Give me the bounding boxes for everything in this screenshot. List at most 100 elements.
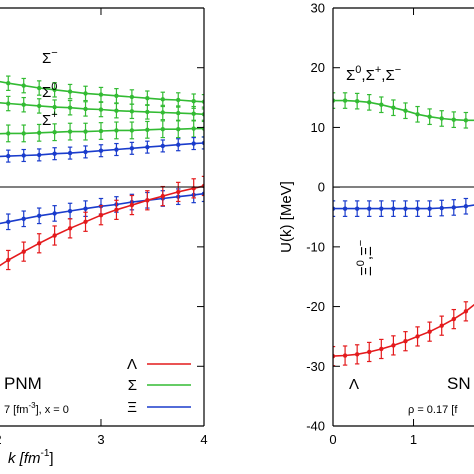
right-series-2-point bbox=[451, 316, 456, 322]
label-lambda: Λ bbox=[349, 376, 359, 393]
right-matter-label: SN bbox=[447, 374, 471, 393]
right-y-ticks: 30 20 10 0 -10 -20 -30 -40 bbox=[306, 1, 340, 434]
right-series-2-point bbox=[427, 329, 432, 334]
right-series-0-point bbox=[427, 114, 432, 119]
right-x-tick-label: 1 bbox=[410, 432, 417, 447]
left-series-2-point bbox=[67, 129, 73, 134]
left-series-5-point bbox=[129, 202, 135, 208]
right-y-axis-label: U(k) [MeV] bbox=[278, 181, 295, 253]
label-sigma-zero: Σ0 bbox=[42, 81, 57, 101]
left-series-4-point bbox=[6, 219, 11, 224]
left-x-tick-label: 4 bbox=[200, 432, 207, 447]
left-series-2-point bbox=[36, 130, 42, 136]
left-x-axis-label: k [fm-1] bbox=[8, 448, 54, 467]
left-series-5-point bbox=[36, 241, 42, 246]
left-series-2-point bbox=[98, 128, 104, 134]
right-series-1-point bbox=[403, 206, 408, 211]
legend: Λ Σ Ξ bbox=[127, 356, 191, 416]
left-x-tick-label: 2 bbox=[0, 432, 2, 447]
left-series-3-point bbox=[6, 153, 11, 159]
left-series-1-point bbox=[98, 107, 104, 112]
left-series-1-point bbox=[21, 102, 26, 107]
left-series-3-point bbox=[114, 147, 119, 152]
left-series-5-point bbox=[6, 257, 11, 263]
left-series-0-point bbox=[67, 89, 73, 94]
right-series-1-point bbox=[463, 204, 469, 209]
left-series-3-point bbox=[176, 142, 181, 147]
left-series-4-point bbox=[52, 211, 57, 216]
left-series-1-point bbox=[160, 110, 165, 115]
left-series-2-point bbox=[191, 126, 196, 131]
left-axes-frame bbox=[0, 7, 205, 427]
left-series-5-point bbox=[145, 198, 150, 203]
left-series-5-point bbox=[176, 189, 181, 195]
right-y-tick-label: 10 bbox=[311, 120, 325, 135]
left-series-0-point bbox=[176, 97, 181, 103]
right-series-0-point bbox=[367, 100, 372, 105]
right-series-0-point bbox=[342, 98, 348, 103]
left-series-4-point bbox=[21, 216, 26, 221]
left-density-label: 7 [fm-3], x = 0 bbox=[4, 401, 69, 416]
left-series-2-point bbox=[83, 129, 88, 134]
left-series-2-point bbox=[114, 128, 119, 133]
left-series-3-point bbox=[129, 146, 135, 151]
right-y-tick-label: 30 bbox=[311, 1, 325, 16]
left-series-0-point bbox=[114, 93, 119, 98]
left-series-3-point bbox=[145, 144, 150, 150]
left-series-3-point bbox=[52, 151, 57, 156]
left-series-1-point bbox=[83, 106, 88, 112]
left-series-1-point bbox=[36, 103, 42, 109]
legend-entry-sigma: Σ bbox=[128, 377, 191, 394]
legend-label-lambda: Λ bbox=[127, 356, 137, 373]
left-series-1-point bbox=[129, 109, 135, 114]
left-series-1-point bbox=[191, 111, 196, 116]
left-series-2-point bbox=[129, 128, 135, 133]
left-series-4-point bbox=[67, 208, 73, 214]
right-series-2-point bbox=[403, 339, 408, 344]
left-series-1-point bbox=[67, 105, 73, 110]
right-series-1-point bbox=[451, 205, 456, 210]
left-series-5-line bbox=[0, 185, 204, 267]
left-series-4-point bbox=[36, 213, 42, 219]
right-series-0-point bbox=[463, 118, 469, 123]
left-x-ticks: 2 3 4 bbox=[0, 7, 208, 447]
left-series-1-point bbox=[114, 108, 119, 113]
left-series-2-point bbox=[6, 131, 11, 136]
right-series-0-point bbox=[403, 108, 408, 113]
right-y-tick-label: 0 bbox=[318, 180, 325, 195]
right-series-1-point bbox=[379, 206, 384, 211]
left-panel: 2 3 4 k [fm-1] Σ− Σ0 Σ+ PNM 7 [fm-3], x = … bbox=[0, 7, 208, 467]
right-series-1-point bbox=[354, 206, 360, 211]
left-series-1-point bbox=[145, 109, 150, 115]
legend-label-xi: Ξ bbox=[127, 399, 137, 416]
right-series-1-point bbox=[439, 205, 444, 211]
right-series-group bbox=[333, 92, 474, 367]
right-y-tick-label: -30 bbox=[306, 359, 325, 374]
left-series-5-point bbox=[21, 249, 26, 254]
label-sigma-minus: Σ− bbox=[42, 47, 58, 67]
right-series-0-point bbox=[439, 116, 444, 121]
label-sigma-triplet: Σ0,Σ+,Σ− bbox=[346, 64, 401, 84]
right-series-1-point bbox=[367, 206, 372, 211]
left-series-5-point bbox=[160, 193, 165, 199]
right-series-2-point bbox=[463, 309, 469, 314]
left-series-2-point bbox=[145, 127, 150, 133]
legend-entry-xi: Ξ bbox=[127, 399, 191, 416]
left-series-group bbox=[0, 75, 204, 271]
right-series-0-point bbox=[391, 105, 396, 110]
left-series-3-point bbox=[67, 150, 73, 156]
left-x-tick-label: 3 bbox=[97, 432, 104, 447]
right-series-0-point bbox=[379, 102, 384, 107]
right-y-tick-label: 20 bbox=[311, 60, 325, 75]
left-series-0-point bbox=[6, 81, 11, 86]
left-series-2-point bbox=[21, 131, 26, 136]
left-series-2-point bbox=[176, 127, 181, 132]
right-series-2-line bbox=[333, 303, 474, 357]
left-series-0-point bbox=[83, 91, 88, 96]
left-series-3-point bbox=[160, 143, 165, 149]
left-series-5-point bbox=[83, 219, 88, 224]
right-y-tick-label: -40 bbox=[306, 419, 325, 434]
right-series-2-point bbox=[415, 334, 420, 339]
